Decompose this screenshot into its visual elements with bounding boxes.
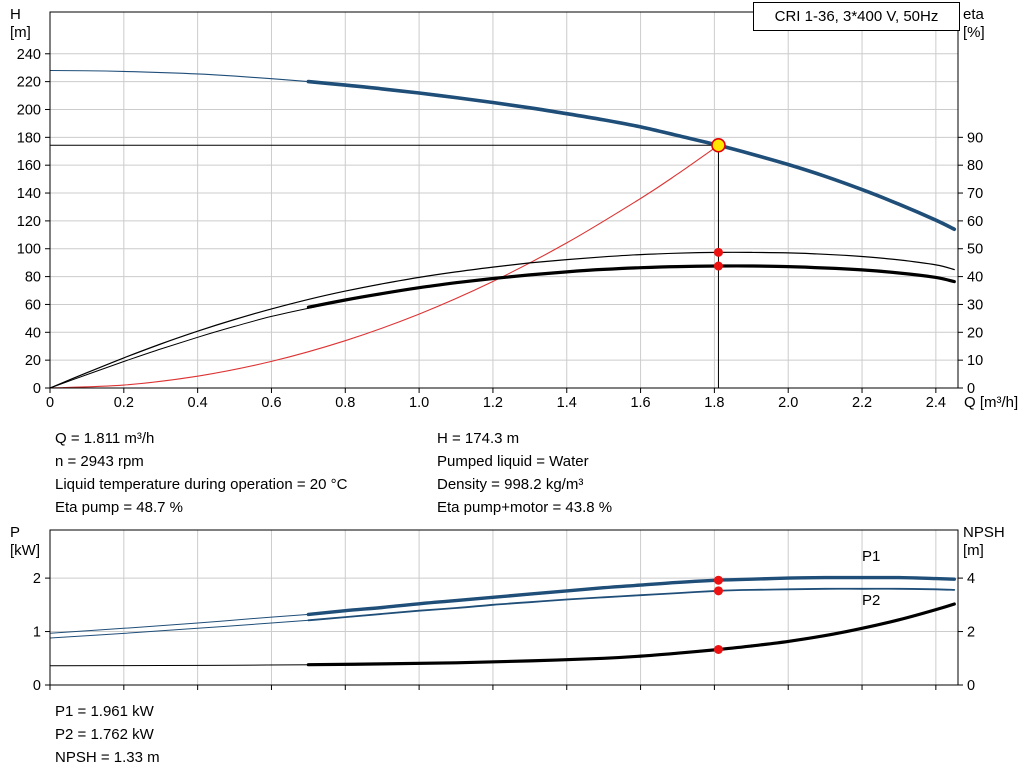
info-line-liquid: Pumped liquid = Water (437, 453, 589, 470)
y-left-tick-label: 220 (17, 75, 41, 91)
y-left-tick-label: 120 (17, 214, 41, 230)
y-right-tick-label: 70 (967, 186, 983, 202)
info-line-speed: n = 2943 rpm (55, 453, 144, 470)
npsh-curve (306, 602, 956, 667)
y-left-tick-label: 140 (17, 186, 41, 202)
x-tick-label: 0.2 (114, 395, 134, 411)
y-right-tick-label: 0 (967, 678, 975, 694)
x-tick-label: 0.8 (335, 395, 355, 411)
y-left-tick-label: 20 (25, 353, 41, 369)
curve-label-P2: P2 (862, 592, 880, 609)
qh-curve (306, 79, 957, 231)
x-tick-label: 2.4 (926, 395, 946, 411)
y-left-tick-label: 180 (17, 130, 41, 146)
y-left-axis-label: H (10, 6, 21, 23)
y-left-tick-label: 2 (33, 571, 41, 587)
eta-pump-motor-curve (306, 264, 956, 309)
power-npsh-chart: 0 1 2 0 2 4 P[kW] NPSH[m] P1 P2 (10, 524, 1005, 694)
p2-curve (307, 587, 956, 622)
duty-info-left-column: Q = 1.811 m³/h n = 2943 rpm Liquid tempe… (55, 427, 437, 519)
y-right-tick-label: 10 (967, 353, 983, 369)
y-right-tick-label: 2 (967, 625, 975, 641)
y-left-axis-label: [m] (10, 24, 31, 41)
info-line-temperature: Liquid temperature during operation = 20… (55, 476, 348, 493)
duty-point-info: Q = 1.811 m³/h n = 2943 rpm Liquid tempe… (55, 427, 612, 519)
x-tick-label: 1.6 (630, 395, 650, 411)
npsh-curve-extension (49, 664, 317, 667)
info-line-p1: P1 = 1.961 kW (55, 703, 154, 720)
npsh-dot (713, 644, 723, 654)
x-tick-label: 0 (46, 395, 54, 411)
eta-pump-dot (713, 247, 723, 257)
y-right-axis-label: [%] (963, 24, 985, 41)
y-left-tick-label: 160 (17, 158, 41, 174)
p1-curve-extension (49, 613, 317, 634)
y-right-tick-label: 50 (967, 242, 983, 258)
x-tick-label: 1.0 (409, 395, 429, 411)
plot-border (49, 11, 959, 389)
duty-info-right-column: H = 174.3 m Pumped liquid = Water Densit… (437, 427, 612, 519)
y-left-tick-label: 1 (33, 625, 41, 641)
p1-dot (713, 575, 723, 585)
power-npsh-info: P1 = 1.961 kW P2 = 1.762 kW NPSH = 1.33 … (55, 700, 160, 769)
plot-border (49, 529, 959, 686)
y-left-tick-label: 240 (17, 47, 41, 63)
info-line-npsh: NPSH = 1.33 m (55, 749, 160, 766)
x-tick-label: 1.2 (483, 395, 503, 411)
y-right-tick-label: 0 (967, 381, 975, 397)
y-left-axis-label: P (10, 524, 20, 541)
p2-curve-extension (49, 619, 317, 639)
y-left-axis-label: [kW] (10, 542, 40, 559)
x-tick-label: 1.8 (704, 395, 724, 411)
info-line-q: Q = 1.811 m³/h (55, 430, 155, 447)
x-tick-label: 1.4 (557, 395, 577, 411)
system-curve (49, 144, 720, 389)
y-left-tick-label: 60 (25, 297, 41, 313)
y-right-axis-label: eta (963, 6, 985, 23)
y-left-tick-label: 0 (33, 381, 41, 397)
p2-dot (713, 586, 723, 596)
x-tick-label: 0.6 (261, 395, 281, 411)
x-tick-label: 2.2 (852, 395, 872, 411)
x-axis-label: Q [m³/h] (964, 394, 1018, 411)
y-left-tick-label: 40 (25, 325, 41, 341)
eta-pump-motor-extension (49, 306, 317, 389)
y-right-tick-label: 20 (967, 325, 983, 341)
pump-model-box: CRI 1-36, 3*400 V, 50Hz (753, 2, 960, 31)
info-line-density: Density = 998.2 kg/m³ (437, 476, 584, 493)
info-line-eta-pump: Eta pump = 48.7 % (55, 499, 183, 516)
y-right-tick-label: 60 (967, 214, 983, 230)
curve-label-P1: P1 (862, 548, 880, 565)
pump-model-label: CRI 1-36, 3*400 V, 50Hz (774, 8, 939, 25)
info-line-p2: P2 = 1.762 kW (55, 726, 154, 743)
duty-point (711, 137, 726, 153)
y-right-tick-label: 40 (967, 270, 983, 286)
y-left-tick-label: 0 (33, 678, 41, 694)
y-right-tick-label: 4 (967, 571, 975, 587)
y-right-axis-label: NPSH (963, 524, 1005, 541)
y-right-tick-label: 30 (967, 297, 983, 313)
x-tick-label: 0.4 (188, 395, 208, 411)
p1-curve (306, 575, 956, 617)
y-right-tick-label: 80 (967, 158, 983, 174)
y-left-tick-label: 200 (17, 102, 41, 118)
y-left-tick-label: 80 (25, 270, 41, 286)
eta-pump-curve (49, 251, 955, 389)
eta-pump-motor-dot (713, 261, 723, 271)
y-right-axis-label: [m] (963, 542, 984, 559)
info-line-eta-pump-motor: Eta pump+motor = 43.8 % (437, 499, 613, 516)
qh-curve-extension (49, 69, 317, 83)
info-line-head: H = 174.3 m (437, 430, 520, 447)
x-tick-label: 2.0 (778, 395, 798, 411)
y-right-tick-label: 90 (967, 130, 983, 146)
head-efficiency-chart: 0 0.2 0.4 0.6 0.8 1.0 1.2 1.4 1.6 1.8 2.0 2.2 2.4 Q [… (10, 6, 1018, 411)
y-left-tick-label: 100 (17, 242, 41, 258)
